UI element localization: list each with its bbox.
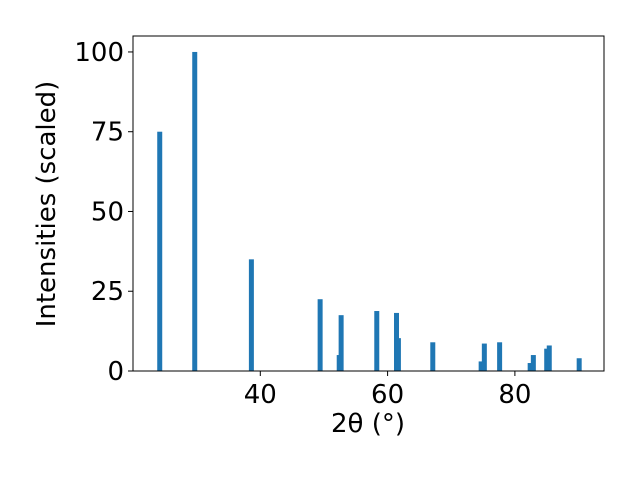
bar	[338, 315, 344, 371]
bar	[374, 311, 380, 371]
bar	[481, 343, 487, 371]
bar	[317, 299, 323, 371]
bar	[248, 259, 254, 371]
y-axis-label: Intensities (scaled)	[32, 81, 62, 328]
bar	[544, 348, 550, 371]
bar	[527, 363, 533, 371]
bar	[530, 355, 536, 371]
bar	[430, 342, 436, 371]
bar	[497, 342, 503, 371]
bar	[192, 51, 198, 371]
x-tick-label: 60	[371, 380, 404, 410]
plot-frame	[132, 35, 605, 372]
bar	[157, 131, 163, 371]
bar	[576, 358, 582, 371]
y-tick-label: 0	[107, 357, 124, 387]
bar	[546, 345, 552, 371]
bar	[395, 338, 401, 371]
y-tick-label: 100	[74, 38, 124, 68]
bar	[478, 361, 484, 371]
x-tick-label: 40	[244, 380, 277, 410]
x-tick-label: 80	[498, 380, 531, 410]
y-tick-label: 75	[91, 118, 124, 148]
y-tick-label: 25	[91, 277, 124, 307]
y-tick-label: 50	[91, 197, 124, 227]
x-axis-label: 2θ (°)	[331, 409, 405, 439]
